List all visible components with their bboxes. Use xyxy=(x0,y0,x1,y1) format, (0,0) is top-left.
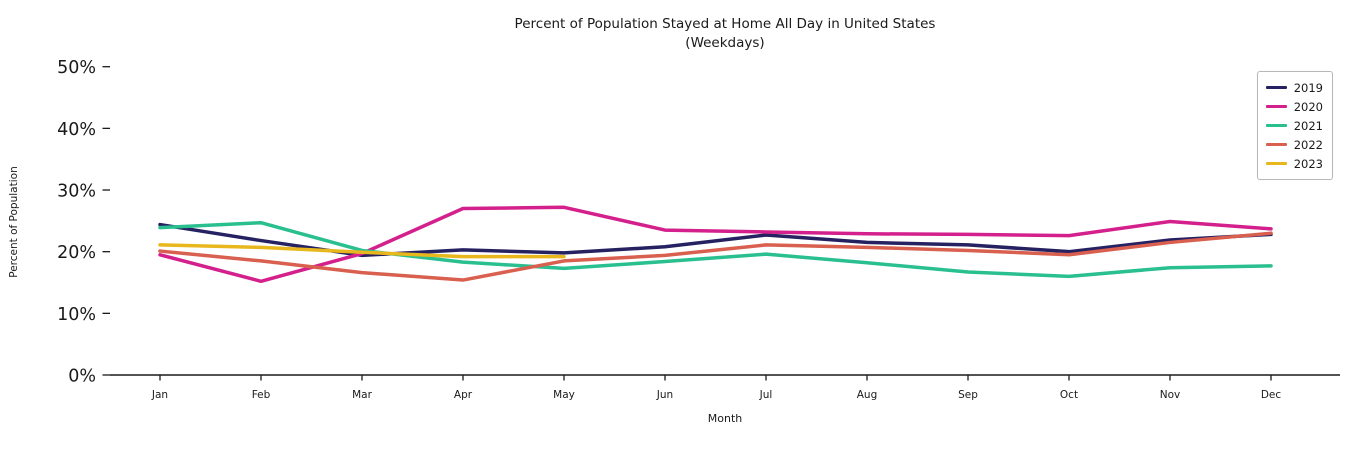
legend-label-2020: 2020 xyxy=(1293,99,1323,114)
y-axis-label: Percent of Population xyxy=(8,166,20,278)
legend-swatch-2022 xyxy=(1265,142,1287,147)
y-tick-label: 30% xyxy=(57,182,96,202)
y-tick-label: 20% xyxy=(57,243,96,263)
legend-label-2019: 2019 xyxy=(1293,80,1323,95)
legend-item-2020: 2020 xyxy=(1265,97,1323,116)
x-tick-label: May xyxy=(553,389,575,401)
legend: 2019 2020 2021 2022 2023 xyxy=(1256,71,1333,180)
x-tick-label: Apr xyxy=(454,389,473,401)
x-tick-label: Jul xyxy=(759,389,773,401)
series-line-2020 xyxy=(158,205,1273,284)
x-tick-label: Jun xyxy=(656,389,673,401)
y-tick-label: 40% xyxy=(57,120,96,140)
x-tick-label: Aug xyxy=(857,389,878,401)
x-tick-label: Oct xyxy=(1060,389,1078,401)
x-tick-label: Nov xyxy=(1160,389,1181,401)
x-tick-label: Mar xyxy=(352,389,372,401)
y-tick-label: 0% xyxy=(68,367,96,387)
series-line-2023 xyxy=(158,243,566,259)
legend-swatch-2021 xyxy=(1265,123,1287,128)
legend-item-2019: 2019 xyxy=(1265,78,1323,97)
x-axis-label: Month xyxy=(707,412,743,425)
x-tick-label: Sep xyxy=(958,389,978,401)
x-tick-label: Feb xyxy=(252,389,271,401)
legend-item-2022: 2022 xyxy=(1265,135,1323,154)
legend-label-2022: 2022 xyxy=(1293,137,1323,152)
y-tick-label: 10% xyxy=(57,305,96,325)
series-line-2021 xyxy=(158,220,1273,279)
x-tick-label: Dec xyxy=(1261,389,1282,401)
chart-title-line1: Percent of Population Stayed at Home All… xyxy=(514,16,936,32)
legend-label-2023: 2023 xyxy=(1293,156,1323,171)
legend-swatch-2020 xyxy=(1265,104,1287,109)
y-tick-label: 50% xyxy=(57,58,96,78)
legend-item-2023: 2023 xyxy=(1265,154,1323,173)
legend-swatch-2019 xyxy=(1265,85,1287,90)
legend-item-2021: 2021 xyxy=(1265,116,1323,135)
legend-swatch-2023 xyxy=(1265,161,1287,166)
series-line-2022 xyxy=(158,231,1273,282)
legend-label-2021: 2021 xyxy=(1293,118,1323,133)
x-tick-label: Jan xyxy=(151,389,168,401)
chart-title-line2: (Weekdays) xyxy=(685,35,765,51)
